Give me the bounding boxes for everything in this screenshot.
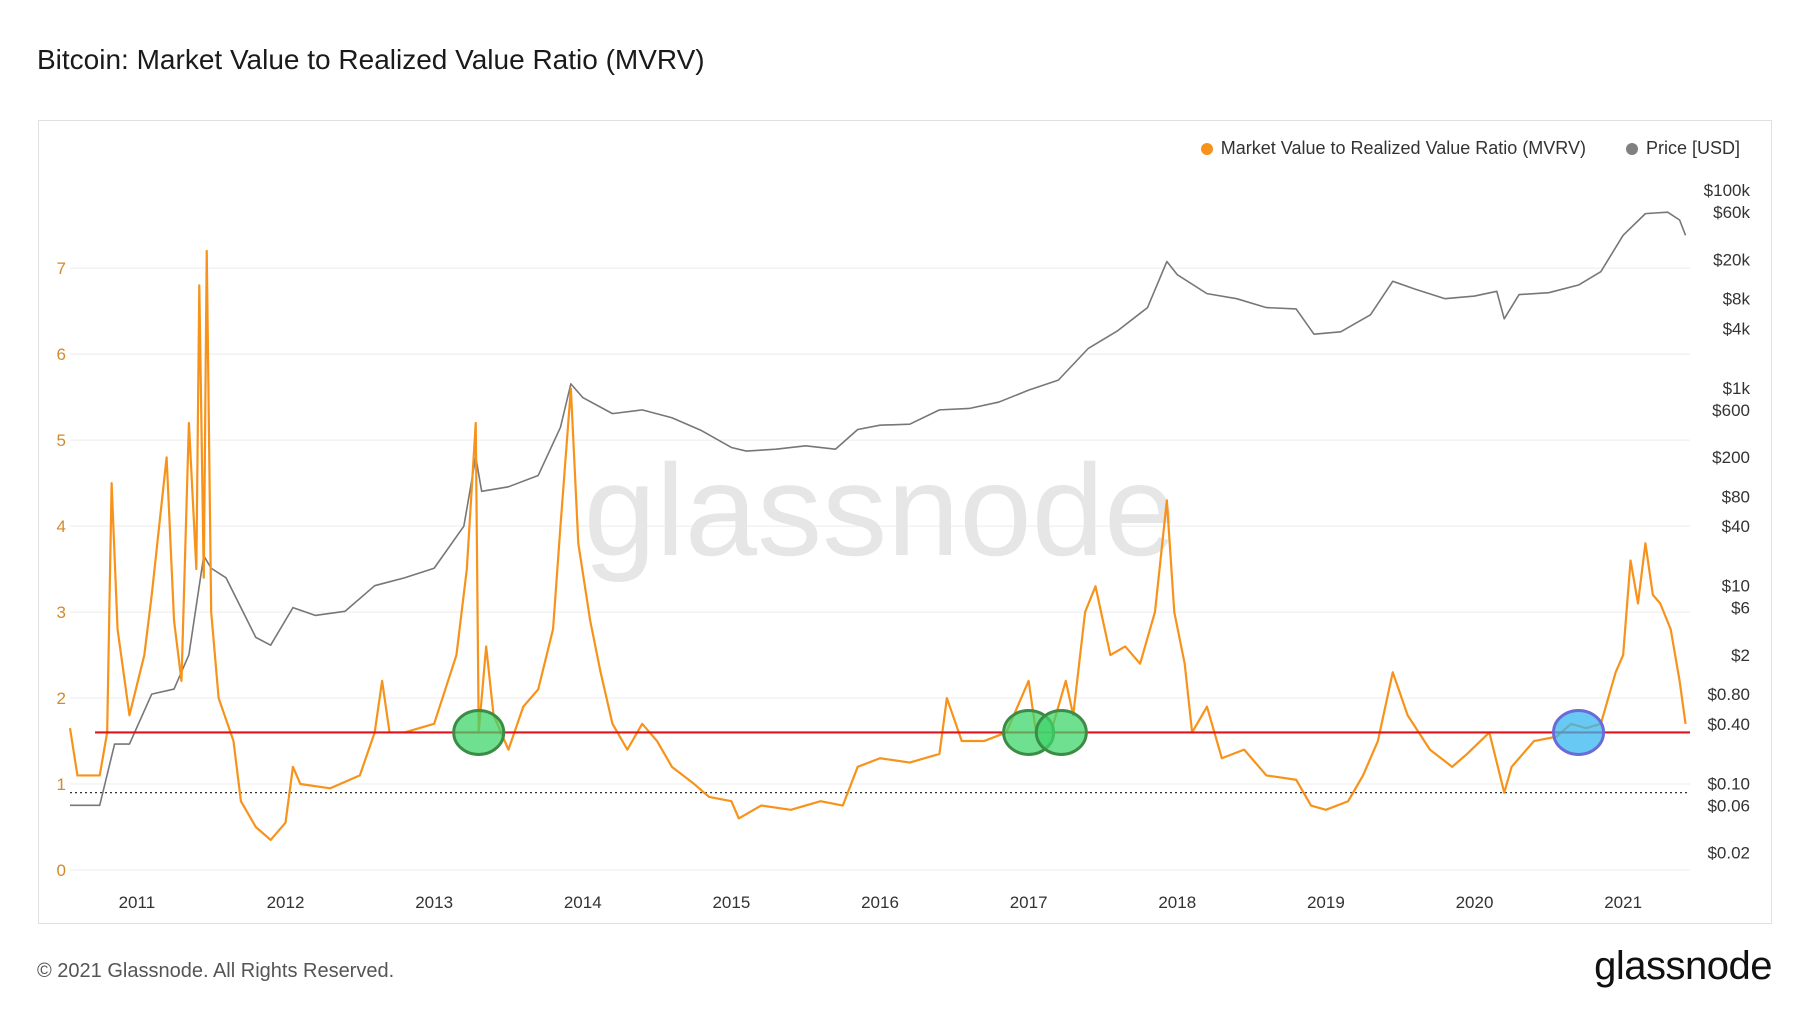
right-tick-label: $200	[1712, 448, 1750, 467]
right-tick-label: $8k	[1723, 290, 1751, 309]
left-tick-label: 6	[57, 345, 66, 364]
right-tick-label: $20k	[1713, 250, 1750, 269]
left-tick-label: 0	[57, 861, 66, 880]
blue-marker-3	[1552, 708, 1606, 756]
chart-title: Bitcoin: Market Value to Realized Value …	[37, 44, 705, 75]
right-tick-label: $0.80	[1707, 685, 1750, 704]
right-tick-label: $80	[1722, 487, 1750, 506]
left-tick-label: 7	[57, 259, 66, 278]
right-tick-label: $100k	[1704, 181, 1751, 200]
right-tick-label: $0.10	[1707, 774, 1750, 793]
legend: Market Value to Realized Value Ratio (MV…	[1200, 138, 1740, 159]
price-series-line	[70, 211, 1687, 807]
x-tick-label: 2021	[1604, 893, 1642, 912]
watermark: glassnode	[584, 437, 1177, 583]
left-tick-label: 4	[57, 517, 66, 536]
right-tick-label: $40	[1722, 517, 1750, 536]
legend-item-price[interactable]: Price [USD]	[1625, 138, 1740, 159]
x-tick-label: 2011	[119, 893, 156, 912]
legend-dot-price	[1625, 142, 1638, 155]
legend-dot-mvrv	[1200, 142, 1213, 155]
right-tick-label: $1k	[1723, 379, 1751, 398]
x-tick-label: 2020	[1456, 893, 1494, 912]
legend-item-mvrv[interactable]: Market Value to Realized Value Ratio (MV…	[1200, 138, 1586, 159]
chart-panel	[38, 120, 1772, 924]
left-tick-label: 2	[57, 689, 66, 708]
left-tick-label: 1	[57, 775, 66, 794]
x-tick-label: 2018	[1158, 893, 1196, 912]
right-tick-label: $6	[1731, 599, 1750, 618]
x-tick-label: 2014	[564, 893, 602, 912]
legend-label-price: Price [USD]	[1645, 138, 1740, 158]
green-marker-2	[1034, 708, 1088, 756]
right-tick-label: $600	[1712, 401, 1750, 420]
left-tick-label: 3	[57, 603, 66, 622]
x-tick-label: 2013	[415, 893, 453, 912]
x-tick-label: 2015	[712, 893, 750, 912]
right-tick-label: $10	[1722, 577, 1750, 596]
legend-label-mvrv: Market Value to Realized Value Ratio (MV…	[1220, 138, 1586, 158]
right-tick-label: $0.40	[1707, 715, 1750, 734]
copyright-footer: © 2021 Glassnode. All Rights Reserved.	[37, 960, 395, 982]
left-tick-label: 5	[57, 431, 66, 450]
x-tick-label: 2017	[1010, 893, 1048, 912]
right-tick-label: $4k	[1723, 319, 1751, 338]
mvrv-series-line	[68, 249, 1687, 842]
right-tick-label: $0.06	[1707, 796, 1750, 815]
right-tick-label: $2	[1731, 646, 1750, 665]
right-tick-label: $60k	[1713, 203, 1750, 222]
x-tick-label: 2019	[1307, 893, 1345, 912]
x-tick-label: 2016	[861, 893, 899, 912]
green-marker-0	[452, 708, 506, 756]
right-tick-label: $0.02	[1707, 843, 1750, 862]
x-tick-label: 2012	[267, 893, 305, 912]
brand-logo[interactable]: glassnode	[1594, 944, 1772, 988]
